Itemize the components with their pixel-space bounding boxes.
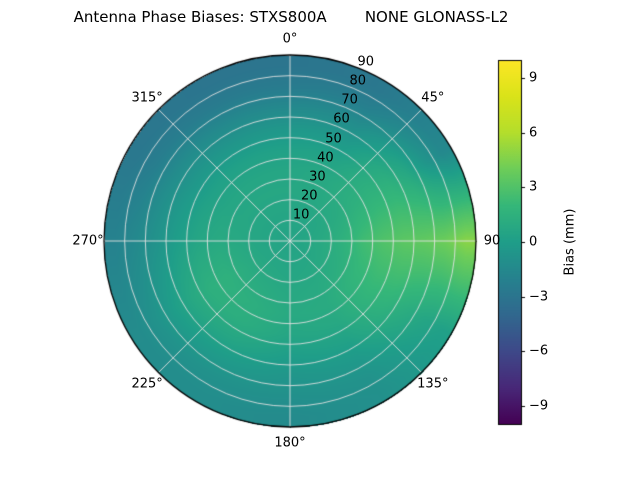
r-tick-label: 50	[325, 131, 342, 147]
r-tick-label: 60	[333, 111, 350, 127]
colorbar-tick-label: 6	[529, 125, 538, 141]
theta-tick-label: 135°	[417, 376, 449, 392]
colorbar-axis-label: Bias (mm)	[562, 208, 578, 276]
theta-tick-label: 45°	[421, 90, 445, 106]
theta-tick-label: 180°	[274, 435, 306, 451]
r-tick-label: 90	[357, 54, 375, 70]
theta-tick-label: 0°	[282, 31, 298, 47]
r-tick-label: 80	[349, 73, 366, 89]
theta-tick-label: 270°	[72, 233, 104, 249]
theta-tick-label: 315°	[131, 90, 163, 106]
r-tick-label: 40	[317, 150, 334, 166]
colorbar-tick-label: 9	[529, 70, 538, 86]
theta-tick-label: 90	[483, 233, 501, 249]
colorbar-tick-label: 3	[529, 179, 538, 195]
colorbar-tick-label: −6	[529, 343, 549, 359]
colorbar-tick-label: −3	[529, 289, 549, 305]
theta-tick-label: 225°	[131, 376, 163, 392]
r-tick-label: 70	[341, 92, 358, 108]
r-tick-label: 10	[292, 207, 310, 223]
colorbar-tick-label: −9	[529, 398, 549, 414]
colorbar-tick-label: 0	[529, 234, 538, 250]
r-tick-label: 30	[309, 169, 326, 185]
r-tick-label: 20	[300, 188, 318, 204]
